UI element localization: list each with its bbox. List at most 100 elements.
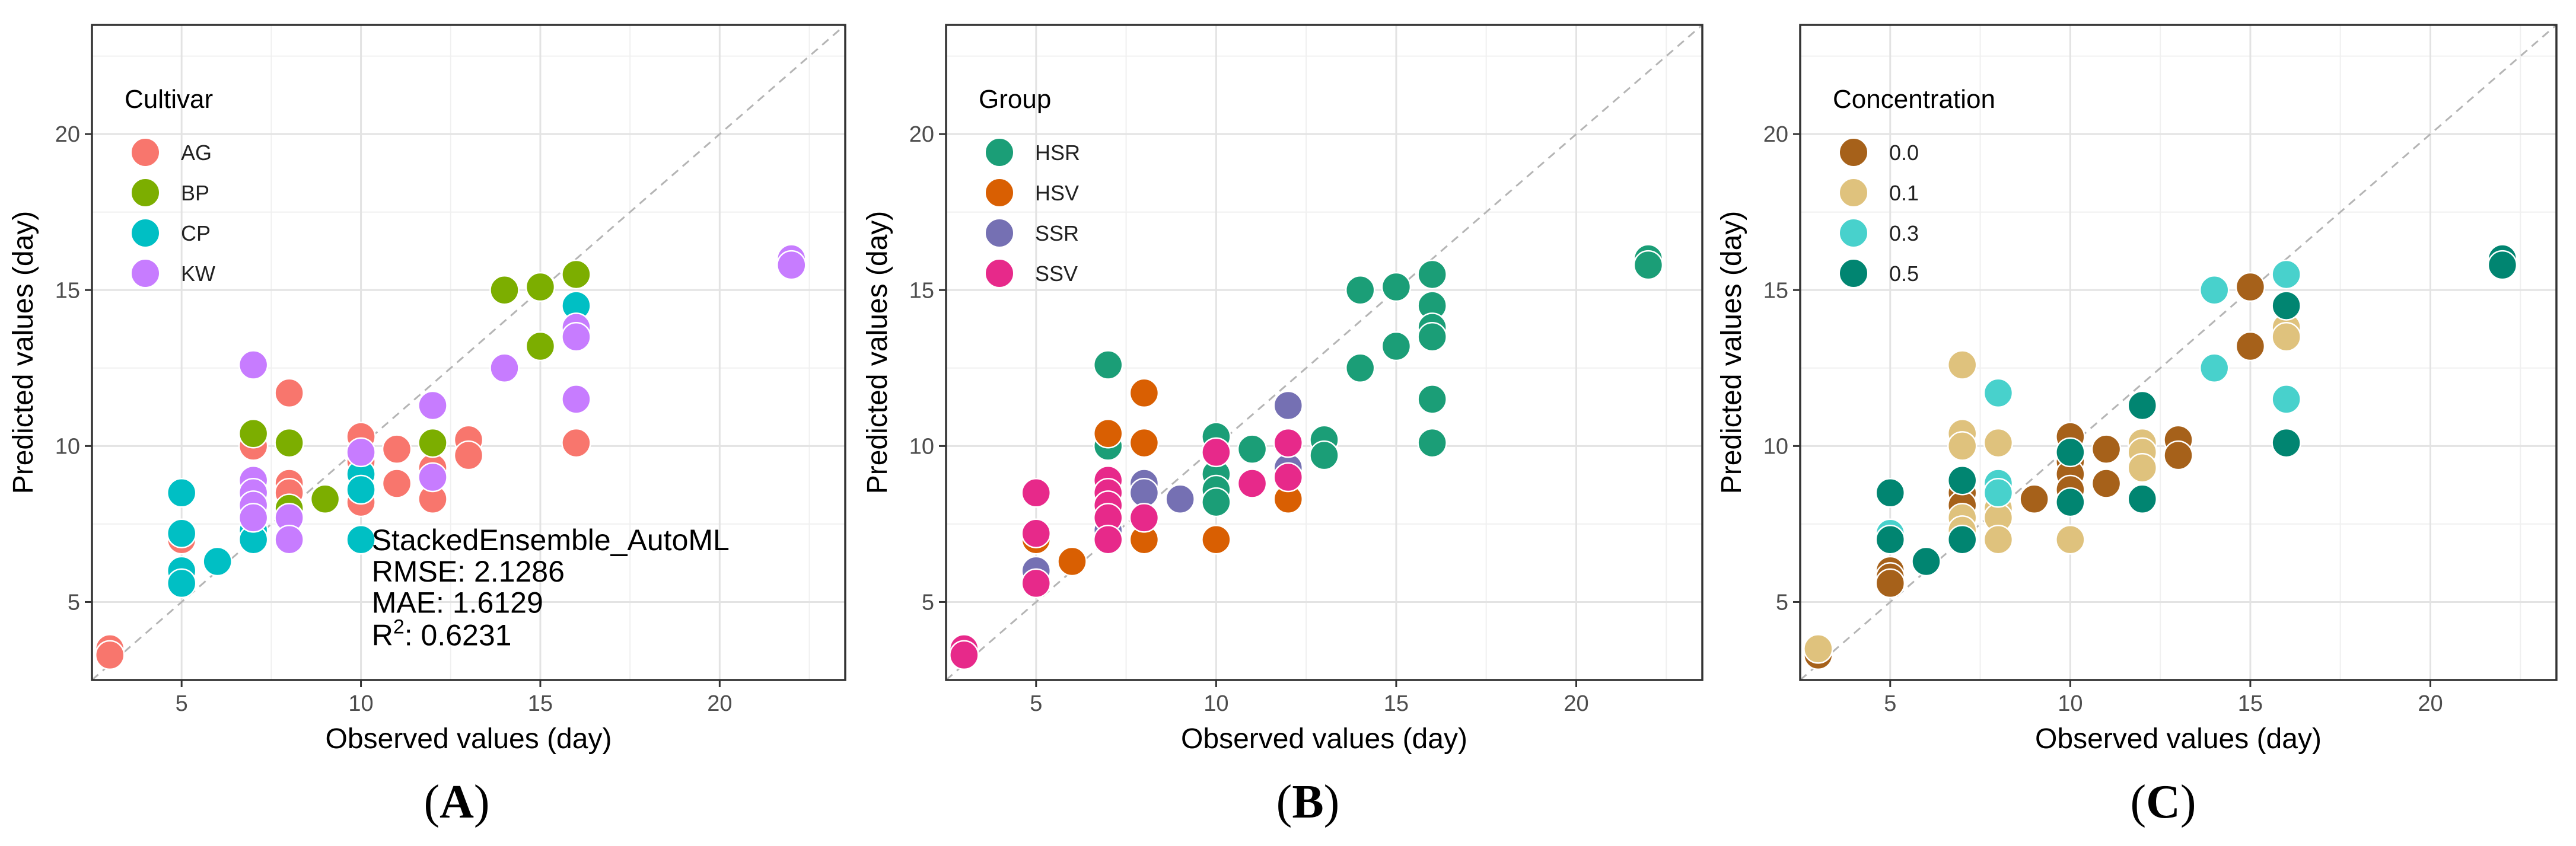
data-point [1057, 546, 1087, 577]
mae-value: MAE: 1.6129 [372, 586, 543, 619]
data-point [949, 640, 979, 671]
x-tick-label: 10 [2058, 691, 2083, 716]
legend-label: 0.0 [1889, 141, 1919, 165]
data-point [1875, 478, 1906, 508]
data-point [1875, 524, 1906, 555]
y-tick-label: 5 [1776, 590, 1788, 615]
data-point [346, 437, 376, 468]
legend-swatch [1839, 138, 1868, 167]
data-point [346, 524, 376, 555]
r2-superscript: 2 [393, 616, 405, 639]
data-point [1983, 378, 2014, 408]
data-point [1237, 434, 1268, 464]
y-tick-label: 15 [55, 278, 80, 303]
data-point [1273, 462, 1304, 493]
x-tick-label: 5 [176, 691, 188, 716]
data-point [1947, 524, 1978, 555]
data-point [1947, 431, 1978, 461]
data-point [2091, 434, 2122, 464]
legend-label: BP [181, 181, 209, 205]
data-point [2127, 390, 2158, 421]
data-point [1093, 419, 1123, 449]
rmse-value: RMSE: 2.1286 [372, 555, 565, 588]
data-point [166, 478, 197, 508]
legend-label: HSR [1035, 141, 1080, 165]
legend-title: Group [979, 85, 1051, 114]
x-axis-label: Observed values (day) [1181, 723, 1467, 755]
data-point [274, 427, 304, 458]
legend: Group HSR HSV SSR SSV [979, 85, 1080, 288]
legend-swatch [985, 218, 1014, 248]
reference-line [1800, 24, 2557, 681]
legend-title: Concentration [1833, 85, 1995, 114]
data-point [1345, 275, 1375, 305]
data-point [2235, 272, 2266, 302]
data-point [489, 353, 520, 384]
data-point [489, 275, 520, 305]
x-tick-label: 20 [2418, 691, 2443, 716]
y-tick-label: 10 [909, 434, 934, 459]
x-tick-label: 15 [1384, 691, 1409, 716]
legend-label: KW [181, 261, 215, 286]
y-tick-label: 15 [909, 278, 934, 303]
data-point [94, 640, 125, 671]
legend-swatch [1839, 258, 1868, 288]
x-tick-label: 20 [707, 691, 732, 716]
x-tick-label: 10 [1203, 691, 1228, 716]
data-point [1201, 437, 1231, 468]
data-point [310, 484, 340, 515]
legend-label: CP [181, 221, 211, 245]
r2-value: R2: 0.6231 [372, 616, 512, 652]
data-point [2055, 487, 2085, 518]
data-point [1381, 331, 1412, 362]
x-tick-label: 15 [2238, 691, 2263, 716]
data-point [1201, 524, 1231, 555]
data-point [1983, 524, 2014, 555]
legend-swatch [985, 138, 1014, 167]
x-tick-label: 20 [1564, 691, 1588, 716]
legend-swatch [130, 178, 160, 207]
data-point [2199, 353, 2230, 384]
data-point [1309, 440, 1339, 471]
data-point [1129, 503, 1160, 533]
y-tick-label: 20 [55, 122, 80, 147]
series-0-1 [1803, 312, 2301, 664]
r2-number: : 0.6231 [405, 619, 512, 652]
data-point [1237, 468, 1268, 499]
data-point [1129, 427, 1160, 458]
panel-label-a: (A) [424, 776, 490, 828]
data-point [2271, 321, 2301, 352]
legend-label: AG [181, 141, 212, 165]
legend-label: 0.3 [1889, 221, 1919, 245]
data-point [2055, 524, 2085, 555]
data-point [1129, 378, 1160, 408]
legend-swatch [130, 138, 160, 167]
data-point [776, 250, 807, 280]
series-cp [166, 290, 591, 599]
reference-line [91, 24, 846, 681]
legend-label: 0.1 [1889, 181, 1919, 205]
y-tick-label: 10 [1763, 434, 1788, 459]
data-point [2055, 437, 2085, 468]
data-point [418, 390, 448, 421]
legend: Concentration 0.0 0.1 0.3 0.5 [1833, 85, 1995, 288]
data-point [2235, 331, 2266, 362]
legend-swatch [985, 258, 1014, 288]
data-point [2271, 384, 2301, 414]
data-point [1417, 259, 1447, 290]
y-tick-label: 15 [1763, 278, 1788, 303]
data-point [2199, 275, 2230, 305]
data-point [1093, 350, 1123, 380]
data-point [166, 568, 197, 599]
plot-border [91, 24, 846, 681]
y-tick-label: 5 [922, 590, 934, 615]
legend-swatch [985, 178, 1014, 207]
data-point [1273, 427, 1304, 458]
data-point [1381, 272, 1412, 302]
series-hsv [1021, 378, 1304, 577]
data-point [453, 440, 484, 471]
data-point [1417, 384, 1447, 414]
model-name: StackedEnsemble_AutoML [372, 523, 730, 557]
panel-label-b: (B) [1276, 776, 1340, 828]
y-tick-label: 20 [909, 122, 934, 147]
